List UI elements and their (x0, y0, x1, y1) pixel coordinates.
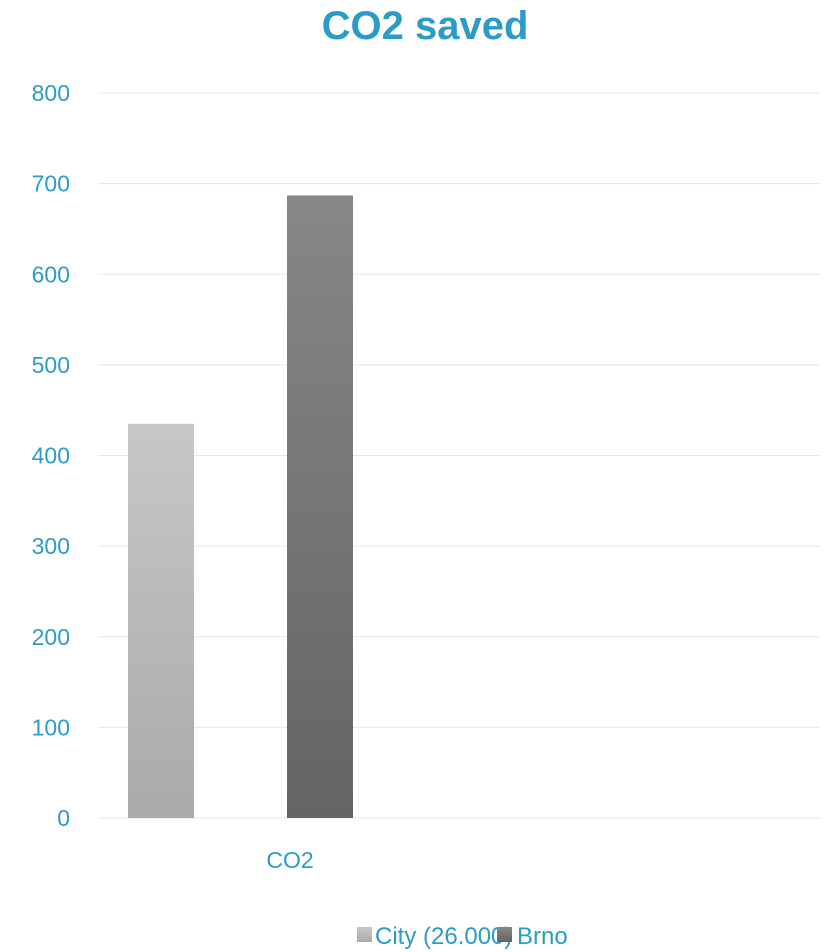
y-tick-label: 600 (32, 261, 70, 287)
y-axis-labels: 0 100 200 300 400 500 600 700 800 (32, 80, 70, 831)
legend-item-city-label: City (26.000) (375, 923, 512, 950)
x-axis-labels: CO2 (266, 847, 313, 873)
legend-item-brno-swatch (497, 927, 512, 942)
bar-city (128, 423, 194, 818)
y-tick-label: 100 (32, 714, 70, 740)
y-tick-label: 500 (32, 352, 70, 378)
y-tick-label: 200 (32, 624, 70, 650)
y-tick-label: 0 (57, 805, 70, 831)
y-tick-label: 800 (32, 80, 70, 106)
legend-item-city-swatch (357, 927, 372, 942)
y-tick-label: 700 (32, 171, 70, 197)
bar-brno (287, 195, 353, 818)
chart-title: CO2 saved (322, 4, 529, 48)
legend-item-brno-label: Brno (517, 923, 568, 950)
y-tick-label: 300 (32, 533, 70, 559)
grid-layer (98, 92, 820, 819)
legend: City (26.000) Brno (357, 923, 568, 950)
bars-layer (128, 195, 353, 818)
y-tick-label: 400 (32, 443, 70, 469)
x-tick-label: CO2 (266, 847, 313, 873)
